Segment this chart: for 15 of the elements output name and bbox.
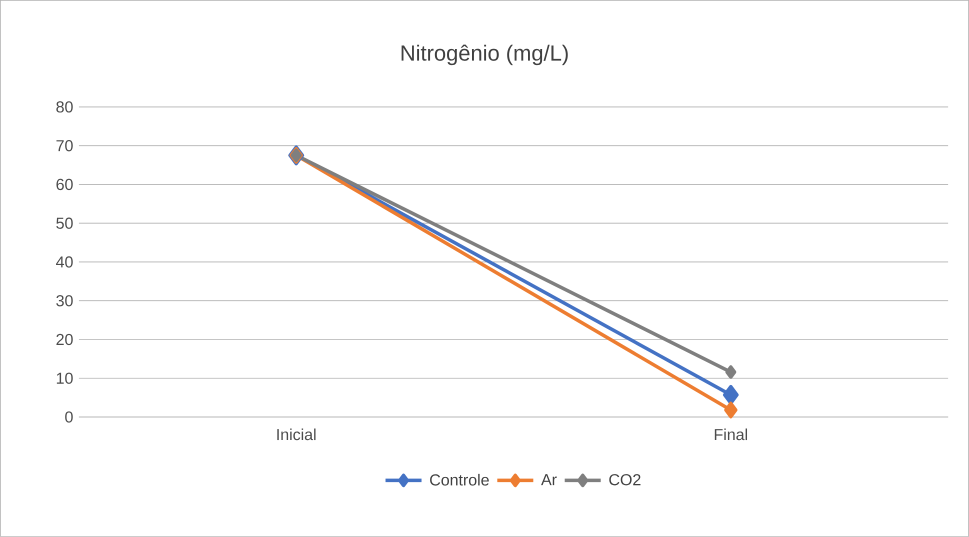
chart-title: Nitrogênio (mg/L) [402, 44, 568, 66]
y-tick-label: 50 [56, 218, 73, 229]
y-tick-label: 0 [65, 411, 73, 423]
y-tick-label: 70 [56, 140, 73, 152]
y-tick-label: 30 [56, 295, 73, 306]
x-tick-label: Final [714, 428, 748, 440]
y-tick-label: 80 [56, 101, 73, 113]
y-tick-label: 60 [56, 178, 73, 190]
legend-label: CO2 [609, 474, 640, 486]
legend-label: Controle [430, 474, 489, 486]
legend-label: Ar [541, 474, 557, 486]
y-tick-label: 10 [56, 372, 73, 384]
x-tick-label: Inicial [277, 428, 316, 440]
y-tick-label: 40 [56, 256, 73, 268]
y-tick-label: 20 [56, 334, 73, 346]
